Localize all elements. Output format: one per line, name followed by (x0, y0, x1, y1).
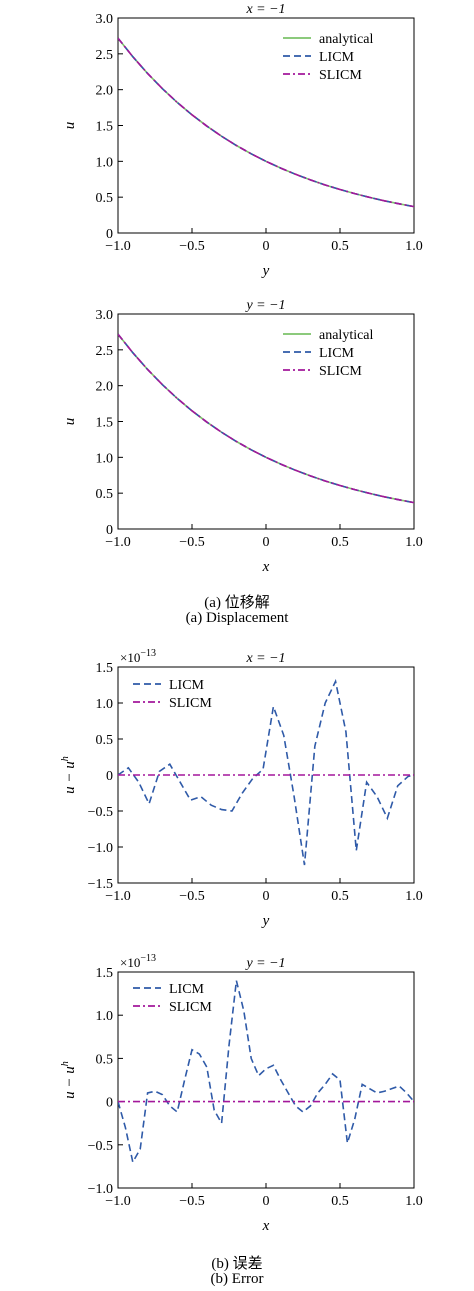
series-line-licm (118, 333, 414, 504)
x-tick-label: 1.0 (405, 889, 423, 904)
legend-label-licm: LICM (169, 678, 205, 693)
y-tick-label: 1.5 (96, 416, 114, 431)
x-tick-label: 0.5 (331, 1194, 349, 1209)
series-line-licm (118, 678, 414, 866)
y-axis-label: u (62, 122, 78, 130)
x-tick-label: 0 (263, 1194, 270, 1209)
y-tick-label: 0.5 (96, 1052, 114, 1067)
x-axis-label: y (261, 263, 270, 279)
y-tick-label: 2.5 (96, 48, 114, 63)
series-line-analytical (118, 37, 414, 208)
y-tick-label: 0 (106, 1096, 113, 1111)
plot-frame (117, 313, 415, 530)
x-tick-label: 0.5 (331, 889, 349, 904)
y-axis-label: u (62, 418, 78, 426)
plot-frame (117, 17, 415, 234)
x-tick-label: −0.5 (179, 239, 204, 254)
y-tick-label: 1.0 (96, 155, 114, 170)
chart-panel-1: −1.0 −0.5 0 0.5 1.0 0 0.5 1.0 1.5 2.0 2.5 3.0 x = −1… (62, 2, 423, 279)
y-tick-label: −0.5 (88, 805, 113, 820)
y-tick-label: −0.5 (88, 1139, 113, 1154)
x-tick-label: −0.5 (179, 1194, 204, 1209)
y-tick-label: 1.5 (96, 966, 114, 981)
y-tick-label: 0.5 (96, 191, 114, 206)
y-tick-label: −1.0 (88, 841, 113, 856)
y-tick-label: 0 (106, 769, 113, 784)
series-line-licm (118, 37, 414, 208)
series-line-licm (118, 980, 414, 1165)
x-tick-label: 0.5 (331, 239, 349, 254)
chart-panel-2: −1.0 −0.5 0 0.5 1.0 0 0.5 1.0 1.5 2.0 2.5 3.0 y = −1… (62, 298, 423, 575)
caption-a-chinese: (a) 位移解 (204, 595, 270, 611)
y-tick-label: 2.0 (96, 380, 114, 395)
y-tick-label: 0.5 (96, 733, 114, 748)
scale-multiplier: ×10−13 (120, 648, 156, 665)
x-tick-label: −0.5 (179, 535, 204, 550)
y-tick-label: 3.0 (96, 308, 114, 323)
x-tick-label: −0.5 (179, 889, 204, 904)
x-tick-label: −1.0 (105, 535, 130, 550)
y-axis-label: u − uh (60, 1061, 78, 1099)
legend-label-licm: LICM (319, 346, 355, 361)
x-axis-label: y (261, 913, 270, 929)
legend-label-slicm: SLICM (319, 364, 362, 379)
chart-title: y = −1 (244, 298, 285, 313)
chart-panel-3: −1.0 −0.5 0 0.5 1.0−1.5−1.0−0.500.51.01.5x =… (60, 648, 423, 929)
y-tick-label: 1.5 (96, 120, 114, 135)
x-tick-label: 0.5 (331, 535, 349, 550)
chart-title: y = −1 (244, 956, 285, 971)
x-tick-label: 0 (263, 889, 270, 904)
chart-title: x = −1 (245, 2, 285, 17)
series-line-slicm (118, 37, 414, 208)
caption-b-chinese: (b) 误差 (211, 1256, 263, 1272)
x-tick-label: −1.0 (105, 239, 130, 254)
plot-frame (117, 971, 415, 1189)
legend-label-slicm: SLICM (169, 1000, 212, 1015)
y-tick-label: 0.5 (96, 487, 114, 502)
x-tick-label: −1.0 (105, 889, 130, 904)
y-tick-label: 0 (106, 523, 113, 538)
x-tick-label: 0 (263, 535, 270, 550)
y-tick-label: 2.0 (96, 84, 114, 99)
scale-multiplier: ×10−13 (120, 953, 156, 970)
series-line-analytical (118, 333, 414, 504)
x-axis-label: x (262, 1218, 270, 1234)
y-axis-label: u − uh (60, 756, 78, 794)
y-tick-label: −1.5 (88, 877, 113, 892)
y-tick-label: 1.5 (96, 661, 114, 676)
legend-label-licm: LICM (319, 50, 355, 65)
y-tick-label: 1.0 (96, 1009, 114, 1024)
legend-label-slicm: SLICM (319, 68, 362, 83)
series-line-slicm (118, 333, 414, 504)
chart-title: x = −1 (245, 651, 285, 666)
legend-label-analytical: analytical (319, 32, 374, 47)
x-tick-label: −1.0 (105, 1194, 130, 1209)
y-tick-label: 0 (106, 227, 113, 242)
legend-label-slicm: SLICM (169, 696, 212, 711)
legend-label-analytical: analytical (319, 328, 374, 343)
y-tick-label: −1.0 (88, 1182, 113, 1197)
x-tick-label: 1.0 (405, 535, 423, 550)
caption-a-english: (a) Displacement (185, 610, 289, 626)
chart-panel-4: −1.0 −0.5 0 0.5 1.0 −1.0 −0.5 0 0.5 1.0 1.5 y = −1 x… (60, 953, 423, 1234)
legend-label-licm: LICM (169, 982, 205, 997)
caption-b-english: (b) Error (210, 1271, 264, 1287)
x-tick-label: 1.0 (405, 1194, 423, 1209)
y-tick-label: 3.0 (96, 12, 114, 27)
y-tick-label: 2.5 (96, 344, 114, 359)
x-tick-label: 1.0 (405, 239, 423, 254)
y-tick-label: 1.0 (96, 451, 114, 466)
y-tick-label: 1.0 (96, 697, 114, 712)
x-tick-label: 0 (263, 239, 270, 254)
x-axis-label: x (262, 559, 270, 575)
